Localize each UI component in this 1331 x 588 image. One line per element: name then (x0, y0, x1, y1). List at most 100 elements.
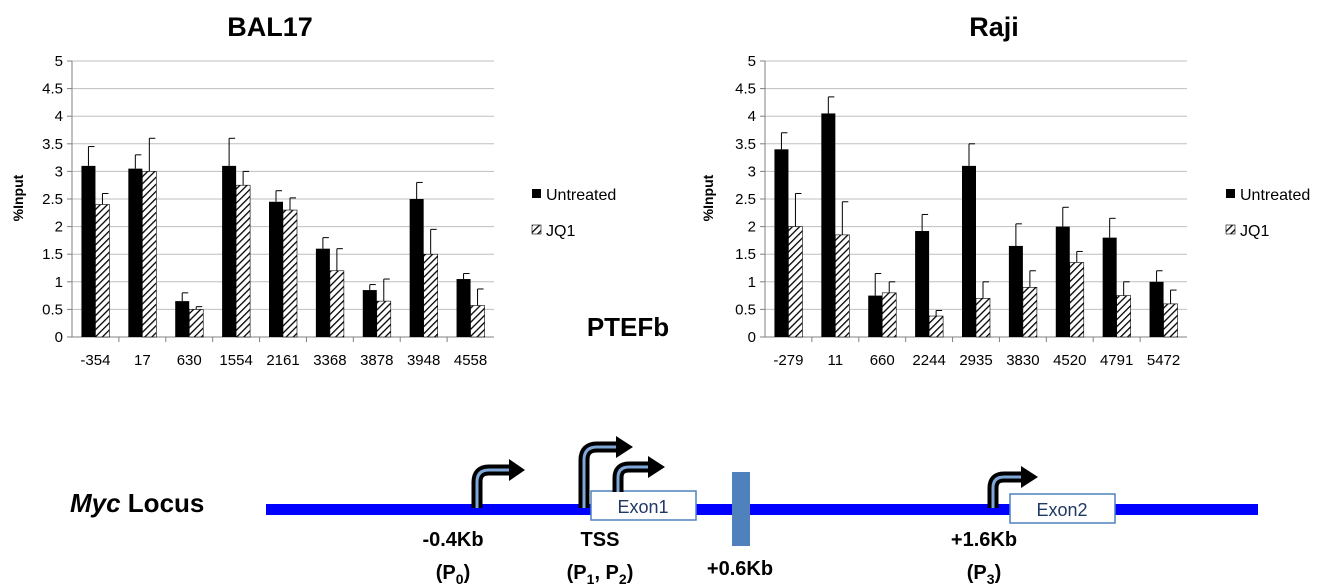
bar-jq1 (95, 204, 110, 338)
bar-untreated (362, 290, 377, 337)
bar-untreated (128, 168, 143, 337)
bar-jq1 (1163, 303, 1178, 338)
bar-untreated (1149, 281, 1164, 337)
bar-jq1 (188, 309, 204, 338)
y-tick-label: 4 (748, 108, 756, 125)
p0-position-label: -0.4Kb (422, 529, 483, 551)
x-tick-label: 1554 (219, 352, 252, 369)
bar-jq1 (835, 234, 850, 338)
y-axis-label: %Input (10, 174, 26, 221)
y-tick-label: 4 (55, 108, 63, 125)
p1-p2-label: (P1, P2) (567, 562, 634, 587)
bar-untreated (962, 165, 976, 337)
y-tick-label: 2.5 (42, 191, 63, 208)
chart-raji: Raji %Input 0 0.5 1 1.5 2 2.5 3 3.5 4 4.5 5 -279 11 6… (700, 12, 1310, 369)
legend-label-untreated: Untreated (1240, 187, 1310, 204)
bar-untreated (1055, 226, 1070, 337)
x-tick-label: 2935 (959, 352, 992, 369)
x-tick-label: 660 (870, 352, 895, 369)
x-tick-label: 4520 (1053, 352, 1086, 369)
chart-bal17: BAL17 %Input 0 0.5 1 1.5 2 2.5 3 3.5 4 4.5 5 -354 17… (10, 12, 616, 369)
y-tick-label: 3.5 (42, 136, 63, 153)
bar-jq1 (282, 209, 298, 338)
bar-jq1 (142, 171, 157, 338)
x-tick-label: 17 (134, 352, 151, 369)
locus-title: Myc Locus (70, 488, 204, 518)
bar-jq1 (928, 315, 944, 338)
bar-jq1 (329, 270, 345, 338)
p3-position-label: +1.6Kb (951, 529, 1017, 551)
bar-untreated (1102, 237, 1117, 337)
y-tick-label: 4.5 (735, 81, 756, 98)
y-tick-label: 1 (55, 274, 63, 291)
chart-title: Raji (969, 12, 1019, 42)
exon2-box (1009, 493, 1116, 524)
legend: Untreated JQ1 (531, 187, 616, 240)
exon1-label: Exon1 (617, 497, 668, 517)
legend-label-jq1: JQ1 (546, 223, 575, 240)
y-tick-label: 4.5 (42, 81, 63, 98)
x-tick-label: 3830 (1006, 352, 1039, 369)
bar-jq1 (423, 253, 438, 338)
y-tick-label: 5 (748, 53, 756, 70)
bar-untreated (1008, 245, 1023, 337)
legend-swatch-untreated (532, 189, 541, 198)
bar-untreated (222, 165, 237, 337)
x-tick-label: 2161 (266, 352, 299, 369)
exon2-label: Exon2 (1036, 500, 1087, 520)
bar-untreated (269, 201, 283, 337)
x-tick-label: 2244 (912, 352, 945, 369)
bar-jq1 (975, 298, 991, 338)
bar-jq1 (1116, 295, 1131, 338)
legend-label-jq1: JQ1 (1240, 223, 1269, 240)
y-tick-label: 5 (55, 53, 63, 70)
tss-label: TSS (581, 529, 620, 551)
plus06-marker (732, 472, 750, 546)
x-tick-label: 3368 (313, 352, 346, 369)
promoter-arrow-p2-icon (612, 456, 665, 492)
bar-untreated (915, 231, 930, 337)
bar-untreated (821, 113, 836, 337)
y-axis-label: %Input (700, 174, 716, 221)
y-tick-label: 0.5 (42, 301, 63, 318)
bar-jq1 (881, 292, 897, 338)
legend-label-untreated: Untreated (546, 187, 616, 204)
y-tick-label: 0.5 (735, 301, 756, 318)
y-tick-label: 0 (748, 329, 756, 346)
x-tick-label: 630 (177, 352, 202, 369)
bar-untreated (81, 165, 96, 337)
y-tick-label: 1 (748, 274, 756, 291)
x-tick-label: 5472 (1147, 352, 1180, 369)
legend-swatch-jq1 (1225, 224, 1236, 235)
y-tick-label: 2 (748, 219, 756, 236)
legend-swatch-jq1 (531, 224, 542, 235)
legend-swatch-untreated (1226, 189, 1235, 198)
x-tick-label: 4558 (454, 352, 487, 369)
p3-label: (P3) (967, 562, 1001, 587)
bar-untreated (868, 295, 883, 337)
bar-jq1 (235, 184, 251, 338)
plot-area: 0 0.5 1 1.5 2 2.5 3 3.5 4 4.5 5 -279 11 660 2244 2935 38… (735, 53, 1187, 369)
locus-line (266, 504, 1258, 515)
bar-untreated (774, 149, 789, 337)
chart-title: BAL17 (227, 12, 313, 42)
plus06-label: +0.6Kb (707, 558, 773, 580)
bar-untreated (315, 248, 330, 337)
exon1-box (590, 490, 697, 521)
y-tick-label: 3.5 (735, 136, 756, 153)
y-tick-label: 1.5 (735, 246, 756, 263)
x-tick-label: 11 (828, 352, 844, 369)
y-tick-label: 1.5 (42, 246, 63, 263)
y-tick-label: 0 (55, 329, 63, 346)
x-tick-label: -354 (80, 352, 110, 369)
bar-jq1 (376, 300, 392, 338)
x-tick-label: 4791 (1100, 352, 1133, 369)
x-tick-label: 3948 (407, 352, 440, 369)
y-tick-label: 2.5 (735, 191, 756, 208)
bar-untreated (456, 279, 471, 337)
plot-area: 0 0.5 1 1.5 2 2.5 3 3.5 4 4.5 5 -354 17 630 1554 2161 33… (42, 53, 494, 369)
bar-jq1 (788, 226, 803, 338)
bar-untreated (175, 301, 190, 337)
p0-label: (P0) (436, 562, 470, 587)
